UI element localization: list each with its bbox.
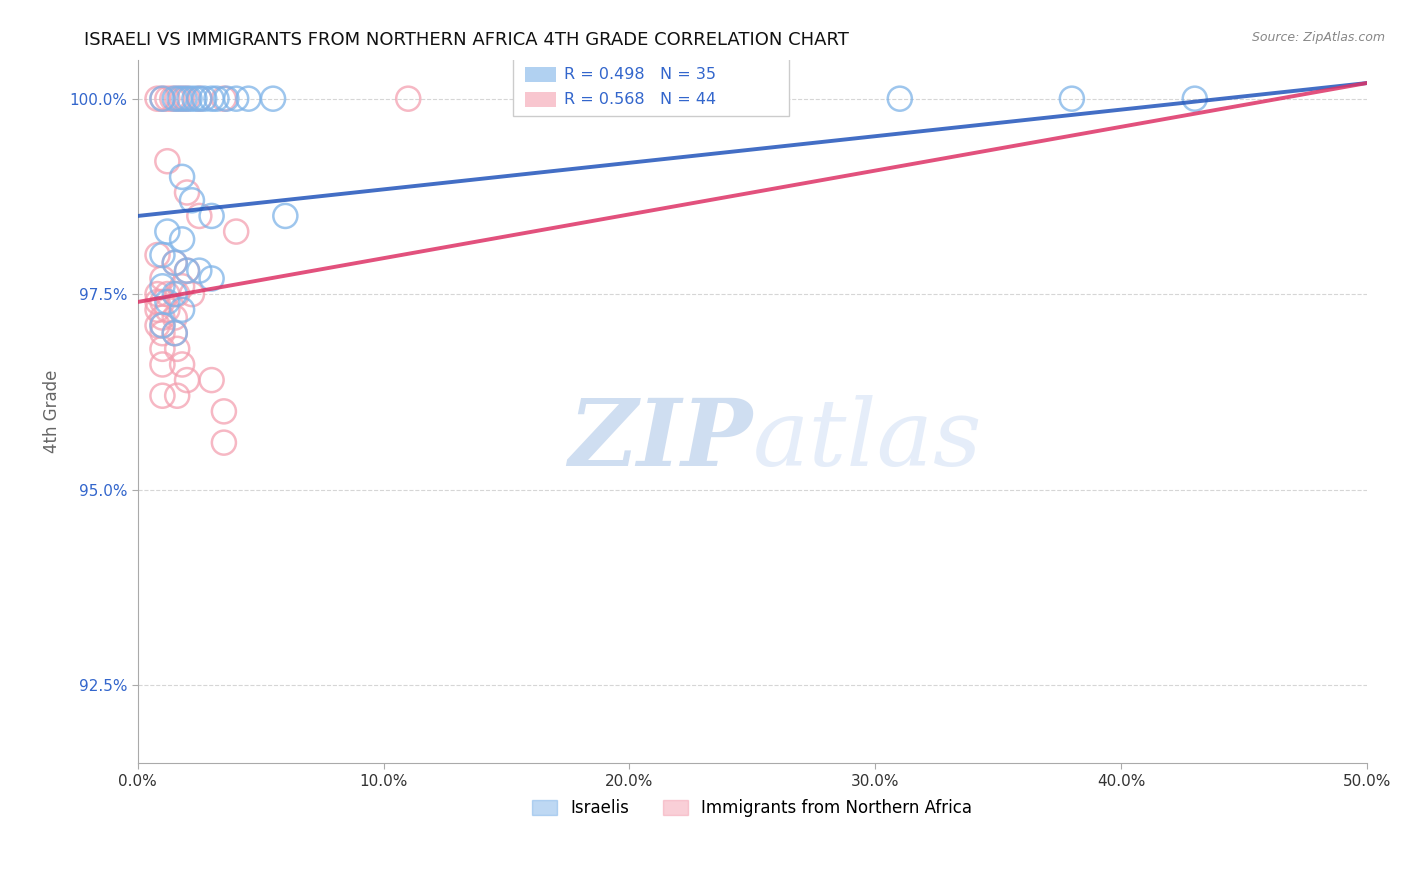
- FancyBboxPatch shape: [524, 67, 555, 82]
- Point: [889, 92, 911, 106]
- Point: [557, 92, 579, 106]
- Point: [176, 263, 198, 277]
- Point: [215, 92, 238, 106]
- Point: [188, 263, 211, 277]
- Point: [179, 92, 201, 106]
- Point: [201, 373, 224, 387]
- Point: [163, 256, 186, 270]
- Point: [152, 248, 174, 262]
- Point: [172, 169, 194, 184]
- Point: [176, 373, 198, 387]
- Point: [152, 318, 174, 333]
- Point: [163, 310, 186, 325]
- Text: ZIP: ZIP: [568, 394, 752, 484]
- Point: [166, 342, 188, 356]
- Point: [152, 318, 174, 333]
- Point: [212, 404, 235, 418]
- Point: [176, 263, 198, 277]
- Point: [201, 271, 224, 285]
- Point: [152, 310, 174, 325]
- Point: [172, 358, 194, 372]
- Point: [173, 92, 195, 106]
- Point: [156, 294, 179, 309]
- Text: Source: ZipAtlas.com: Source: ZipAtlas.com: [1251, 31, 1385, 45]
- Point: [166, 389, 188, 403]
- Point: [205, 92, 228, 106]
- Point: [188, 92, 211, 106]
- Point: [1060, 92, 1083, 106]
- Point: [146, 92, 169, 106]
- Point: [152, 358, 174, 372]
- Point: [225, 225, 247, 239]
- Point: [262, 92, 284, 106]
- Point: [172, 302, 194, 317]
- Text: R = 0.498   N = 35: R = 0.498 N = 35: [564, 67, 716, 82]
- Point: [152, 326, 174, 341]
- Point: [172, 92, 194, 106]
- Point: [188, 209, 211, 223]
- Point: [183, 92, 205, 106]
- Point: [166, 287, 188, 301]
- Point: [176, 186, 198, 200]
- Point: [146, 294, 169, 309]
- Point: [152, 92, 174, 106]
- Legend: Israelis, Immigrants from Northern Africa: Israelis, Immigrants from Northern Afric…: [524, 790, 980, 825]
- Text: ISRAELI VS IMMIGRANTS FROM NORTHERN AFRICA 4TH GRADE CORRELATION CHART: ISRAELI VS IMMIGRANTS FROM NORTHERN AFRI…: [84, 31, 849, 49]
- Point: [201, 209, 224, 223]
- Point: [156, 154, 179, 169]
- Point: [163, 256, 186, 270]
- Point: [741, 92, 763, 106]
- Point: [146, 318, 169, 333]
- Point: [166, 92, 188, 106]
- Point: [152, 279, 174, 293]
- Point: [176, 92, 198, 106]
- Point: [156, 302, 179, 317]
- Point: [181, 287, 204, 301]
- Point: [163, 92, 186, 106]
- Point: [181, 194, 204, 208]
- Point: [152, 271, 174, 285]
- Point: [156, 92, 179, 106]
- Point: [163, 326, 186, 341]
- Point: [172, 279, 194, 293]
- Point: [169, 92, 191, 106]
- Point: [152, 389, 174, 403]
- Point: [193, 92, 215, 106]
- Point: [1184, 92, 1206, 106]
- Y-axis label: 4th Grade: 4th Grade: [44, 369, 60, 453]
- Point: [152, 294, 174, 309]
- Text: R = 0.568   N = 44: R = 0.568 N = 44: [564, 92, 717, 107]
- Point: [152, 92, 174, 106]
- Point: [163, 326, 186, 341]
- FancyBboxPatch shape: [513, 58, 789, 116]
- Point: [188, 92, 211, 106]
- Point: [156, 225, 179, 239]
- Point: [274, 209, 297, 223]
- Point: [212, 435, 235, 450]
- Point: [152, 342, 174, 356]
- Point: [156, 287, 179, 301]
- Point: [238, 92, 260, 106]
- Point: [396, 92, 419, 106]
- FancyBboxPatch shape: [524, 92, 555, 107]
- Text: atlas: atlas: [752, 394, 981, 484]
- Point: [212, 92, 235, 106]
- Point: [146, 287, 169, 301]
- Point: [162, 92, 184, 106]
- Point: [225, 92, 247, 106]
- Point: [163, 287, 186, 301]
- Point: [201, 92, 224, 106]
- Point: [172, 232, 194, 246]
- Point: [146, 248, 169, 262]
- Point: [146, 302, 169, 317]
